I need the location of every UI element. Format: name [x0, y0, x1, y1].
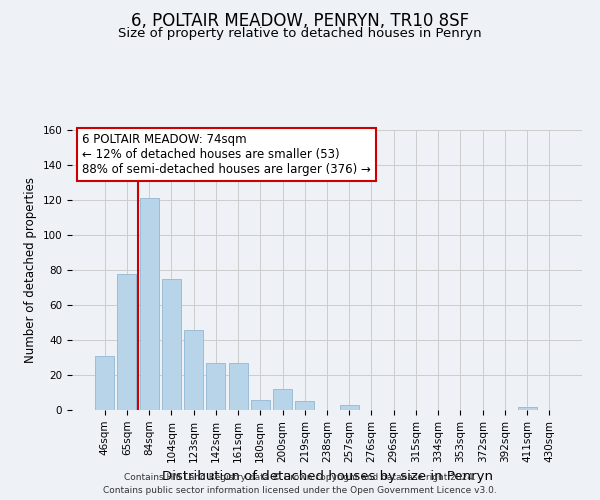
X-axis label: Distribution of detached houses by size in Penryn: Distribution of detached houses by size … — [161, 470, 493, 483]
Bar — [295, 401, 314, 410]
Text: 6 POLTAIR MEADOW: 74sqm
← 12% of detached houses are smaller (53)
88% of semi-de: 6 POLTAIR MEADOW: 74sqm ← 12% of detache… — [82, 133, 371, 176]
Bar — [140, 198, 158, 410]
Bar — [206, 363, 225, 410]
Bar — [273, 389, 292, 410]
Text: Size of property relative to detached houses in Penryn: Size of property relative to detached ho… — [118, 28, 482, 40]
Bar — [518, 406, 536, 410]
Bar — [340, 405, 359, 410]
Bar — [229, 363, 248, 410]
Text: Contains HM Land Registry data © Crown copyright and database right 2024.: Contains HM Land Registry data © Crown c… — [124, 472, 476, 482]
Bar — [251, 400, 270, 410]
Bar — [95, 356, 114, 410]
Bar — [118, 274, 136, 410]
Text: Contains public sector information licensed under the Open Government Licence v3: Contains public sector information licen… — [103, 486, 497, 495]
Bar — [162, 279, 181, 410]
Bar — [184, 330, 203, 410]
Text: 6, POLTAIR MEADOW, PENRYN, TR10 8SF: 6, POLTAIR MEADOW, PENRYN, TR10 8SF — [131, 12, 469, 30]
Y-axis label: Number of detached properties: Number of detached properties — [24, 177, 37, 363]
